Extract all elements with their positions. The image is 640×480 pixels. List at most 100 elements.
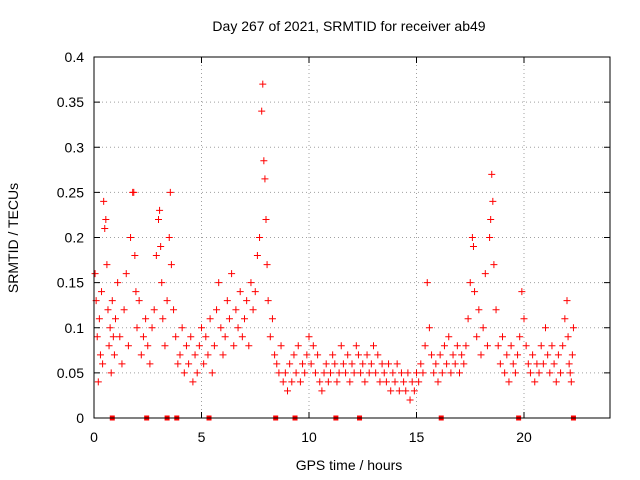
data-point xyxy=(288,378,296,386)
data-point xyxy=(232,306,240,314)
data-point xyxy=(385,360,393,368)
data-point xyxy=(447,369,455,377)
data-point xyxy=(550,360,558,368)
grid-lines xyxy=(94,57,610,418)
data-point xyxy=(529,351,537,359)
data-point xyxy=(393,360,401,368)
data-point xyxy=(258,107,266,115)
data-point xyxy=(469,243,477,251)
data-point xyxy=(174,360,182,368)
data-point xyxy=(402,387,410,395)
data-point xyxy=(230,342,238,350)
data-point xyxy=(548,342,556,350)
data-point xyxy=(559,342,567,350)
data-point xyxy=(318,387,326,395)
data-point xyxy=(189,378,197,386)
data-point xyxy=(428,351,436,359)
y-tick-label: 0.1 xyxy=(65,320,85,336)
data-point xyxy=(301,369,309,377)
data-point xyxy=(273,360,281,368)
data-point xyxy=(518,288,526,296)
data-point xyxy=(176,351,184,359)
data-point xyxy=(404,369,412,377)
data-point xyxy=(464,315,472,323)
data-point xyxy=(451,360,459,368)
data-point xyxy=(524,360,532,368)
data-point xyxy=(102,215,110,223)
y-tick-label: 0.4 xyxy=(65,49,85,65)
data-point xyxy=(415,378,423,386)
data-point xyxy=(526,369,534,377)
y-axis-label: SRMTID / TECUs xyxy=(5,183,21,293)
data-point xyxy=(483,342,491,350)
data-point xyxy=(374,351,382,359)
data-point xyxy=(387,387,395,395)
data-point xyxy=(453,342,461,350)
data-point xyxy=(365,369,373,377)
data-point xyxy=(281,369,289,377)
data-point xyxy=(335,369,343,377)
data-point xyxy=(568,351,576,359)
data-point xyxy=(299,360,307,368)
data-point xyxy=(376,378,384,386)
data-point xyxy=(425,324,433,332)
data-point xyxy=(475,306,483,314)
data-point xyxy=(305,333,313,341)
data-point xyxy=(108,297,116,305)
data-point xyxy=(148,324,156,332)
data-point xyxy=(156,206,164,214)
data-point xyxy=(286,360,294,368)
data-point xyxy=(204,351,212,359)
data-point xyxy=(477,351,485,359)
data-point xyxy=(479,324,487,332)
data-point xyxy=(292,369,300,377)
data-point xyxy=(505,378,513,386)
data-point xyxy=(552,378,560,386)
data-point xyxy=(106,324,114,332)
data-point xyxy=(182,342,190,350)
data-point xyxy=(309,342,317,350)
data-point xyxy=(531,378,539,386)
data-point xyxy=(277,342,285,350)
data-point xyxy=(268,315,276,323)
data-point xyxy=(110,351,118,359)
data-point xyxy=(324,378,332,386)
data-point xyxy=(344,351,352,359)
data-point xyxy=(348,360,356,368)
data-point xyxy=(191,351,199,359)
data-point xyxy=(357,369,365,377)
data-point xyxy=(339,360,347,368)
data-point xyxy=(408,378,416,386)
data-point xyxy=(172,333,180,341)
data-point xyxy=(163,297,171,305)
data-point xyxy=(490,261,498,269)
x-tick-label: 0 xyxy=(90,429,98,445)
data-point xyxy=(103,261,111,269)
data-point xyxy=(271,351,279,359)
data-point xyxy=(124,342,132,350)
data-point xyxy=(170,306,178,314)
data-point xyxy=(372,369,380,377)
data-point xyxy=(389,369,397,377)
data-point xyxy=(499,333,506,341)
data-point xyxy=(316,378,324,386)
data-point xyxy=(198,324,205,332)
axis-ticks xyxy=(93,56,610,419)
chart-title: Day 267 of 2021, SRMTID for receiver ab4… xyxy=(212,18,485,34)
data-point xyxy=(155,215,162,223)
data-point xyxy=(511,369,519,377)
data-point xyxy=(311,369,319,377)
data-point xyxy=(99,360,107,368)
data-point xyxy=(440,342,448,350)
data-point xyxy=(107,369,115,377)
data-point xyxy=(158,279,166,287)
data-point xyxy=(193,369,201,377)
data-point xyxy=(535,369,543,377)
data-point xyxy=(264,297,272,305)
data-point xyxy=(202,333,210,341)
x-tick-label: 15 xyxy=(409,429,425,445)
data-point xyxy=(564,333,572,341)
data-point xyxy=(563,297,571,305)
data-point xyxy=(417,360,425,368)
data-point xyxy=(303,351,311,359)
